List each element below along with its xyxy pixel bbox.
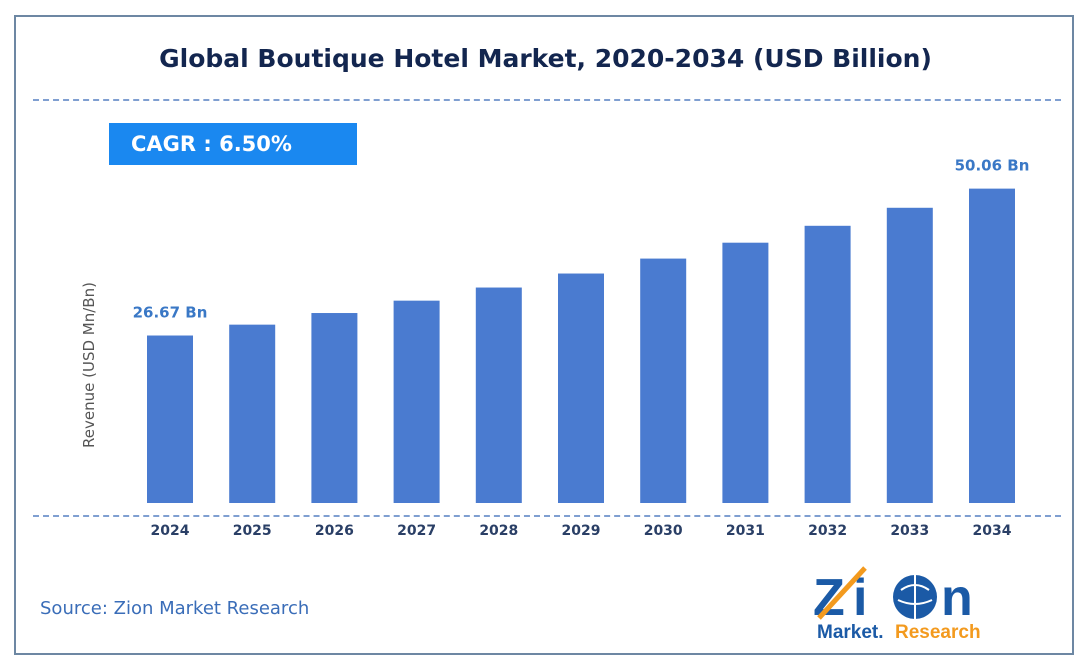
bar-2027 <box>393 300 440 503</box>
bar-2032 <box>804 225 851 504</box>
bar-2024 <box>147 335 193 503</box>
bar-2029 <box>558 273 604 503</box>
x-tick-label: 2024 <box>151 523 190 539</box>
bar-2025 <box>229 324 276 503</box>
x-tick-label: 2030 <box>644 523 683 539</box>
x-tick-label: 2033 <box>890 523 929 539</box>
chart-frame <box>14 15 1074 655</box>
x-tick-label: 2026 <box>315 523 354 539</box>
svg-text:n: n <box>941 569 973 627</box>
bar-2033 <box>886 207 933 503</box>
svg-text:i: i <box>853 569 867 627</box>
x-tick-label: 2032 <box>808 523 847 539</box>
zion-logo: Z i n Market. Research <box>813 566 981 643</box>
source-text: Source: Zion Market Research <box>40 598 310 619</box>
bar-2026 <box>311 313 358 503</box>
bar-2030 <box>640 258 687 503</box>
x-tick-label: 2034 <box>973 523 1012 539</box>
cagr-badge: CAGR : 6.50% <box>109 123 357 165</box>
bar-chart: 2024 26.67 Bn 2025 2026 2027 2028 2029 2030 2031… <box>133 157 1030 539</box>
bar-2028 <box>475 287 522 503</box>
divider-bottom <box>33 515 1061 517</box>
data-label: 26.67 Bn <box>133 304 208 322</box>
x-tick-label: 2025 <box>233 523 272 539</box>
chart-title: Global Boutique Hotel Market, 2020-2034 … <box>159 44 932 73</box>
x-tick-label: 2027 <box>397 523 436 539</box>
divider-top <box>33 99 1061 101</box>
x-tick-label: 2028 <box>479 523 518 539</box>
data-label: 50.06 Bn <box>955 157 1030 175</box>
svg-text:Market.: Market. <box>817 622 884 643</box>
bar-2034 <box>969 188 1015 503</box>
svg-text:Research: Research <box>895 622 981 643</box>
x-tick-label: 2029 <box>562 523 601 539</box>
x-tick-label: 2031 <box>726 523 765 539</box>
bar-2031 <box>722 242 769 503</box>
